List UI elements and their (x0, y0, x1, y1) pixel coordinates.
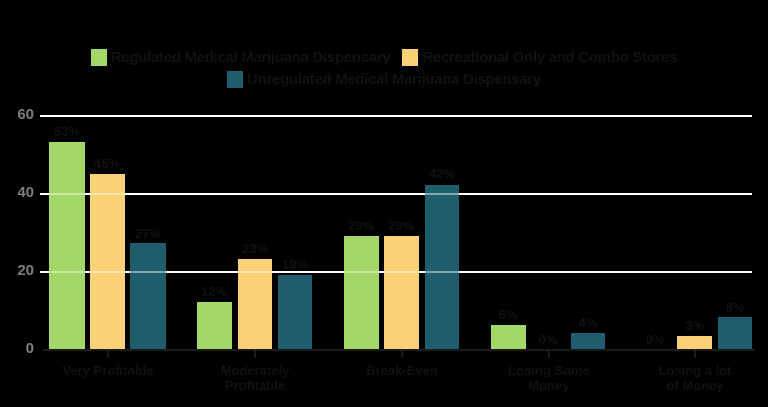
y-tick-0: 0 (25, 340, 34, 357)
x-label-line: Losing Some (508, 363, 590, 378)
legend-label-unregulated: Unregulated Medical Marijuana Dispensary (247, 71, 541, 88)
bar-label: 19% (281, 257, 309, 272)
bar-regulated-break-even (344, 236, 379, 349)
legend-item-recreational: Recreational Only and Combo Stores (402, 49, 677, 66)
x-label-line: Profitable (225, 378, 285, 393)
x-label-line: Very Profitable (62, 363, 154, 378)
bar-recreational-moderately-profitable (238, 259, 272, 349)
x-label-line: Break-Even (366, 363, 438, 378)
bar-unregulated-break-even (425, 185, 459, 349)
legend-item-regulated: Regulated Medical Marijuana Dispensary (90, 49, 391, 66)
bar-label: 53% (53, 124, 81, 139)
x-label-break-even: Break-Even (332, 363, 472, 378)
x-tick (548, 350, 550, 358)
x-axis-line (43, 349, 755, 351)
x-label-line: of Money (666, 378, 724, 393)
gridline-overlay-20 (40, 271, 752, 273)
bar-unregulated-losing-some (571, 333, 605, 349)
x-tick (254, 350, 256, 358)
y-tick-20: 20 (17, 262, 34, 279)
x-tick (107, 350, 109, 358)
legend-row-2: Unregulated Medical Marijuana Dispensary (0, 71, 768, 88)
gridline-60 (40, 115, 752, 117)
legend-item-unregulated: Unregulated Medical Marijuana Dispensary (227, 71, 541, 88)
gridline-40 (40, 193, 752, 195)
x-label-losing-some-money: Losing Some Money (479, 363, 619, 393)
bar-label: 42% (428, 166, 456, 181)
bar-label: 3% (685, 318, 705, 333)
legend-label-recreational: Recreational Only and Combo Stores (422, 49, 678, 66)
bar-label: 0% (538, 332, 558, 347)
bar-unregulated-losing-a-lot (718, 317, 752, 349)
bar-label: 12% (200, 284, 228, 299)
legend-label-regulated: Regulated Medical Marijuana Dispensary (110, 49, 391, 66)
bar-label: 45% (93, 156, 121, 171)
bar-label: 29% (387, 218, 415, 233)
legend-row-1: Regulated Medical Marijuana Dispensary R… (0, 49, 768, 66)
x-tick (401, 350, 403, 358)
bar-label: 23% (241, 241, 269, 256)
x-label-moderately-profitable: Moderately Profitable (185, 363, 325, 393)
x-label-very-profitable: Very Profitable (38, 363, 178, 378)
bar-regulated-very-profitable (49, 142, 85, 349)
bar-label: 29% (347, 218, 375, 233)
bar-label: 27% (134, 226, 162, 241)
bar-recreational-very-profitable (90, 174, 125, 349)
bar-label: 8% (725, 300, 745, 315)
gridline-overlay-40 (40, 193, 752, 195)
bar-recreational-break-even (384, 236, 419, 349)
x-label-line: Moderately (220, 363, 290, 378)
bar-unregulated-very-profitable (130, 243, 166, 349)
x-label-losing-a-lot: Losing a lot of Money (625, 363, 765, 393)
y-tick-40: 40 (17, 184, 34, 201)
bar-regulated-losing-some (491, 325, 526, 349)
bar-label: 0% (645, 332, 665, 347)
bar-label: 4% (578, 315, 598, 330)
bar-recreational-losing-a-lot (677, 336, 712, 349)
legend-swatch-unregulated (227, 71, 244, 88)
bar-regulated-moderately-profitable (197, 302, 232, 349)
legend-swatch-regulated (90, 49, 107, 66)
legend-swatch-recreational (402, 49, 419, 66)
bar-unregulated-moderately-profitable (278, 275, 312, 349)
x-label-line: Losing a lot (658, 363, 732, 378)
x-label-line: Money (528, 378, 570, 393)
x-tick (694, 350, 696, 358)
bar-label: 6% (498, 307, 518, 322)
y-tick-60: 60 (17, 106, 34, 123)
